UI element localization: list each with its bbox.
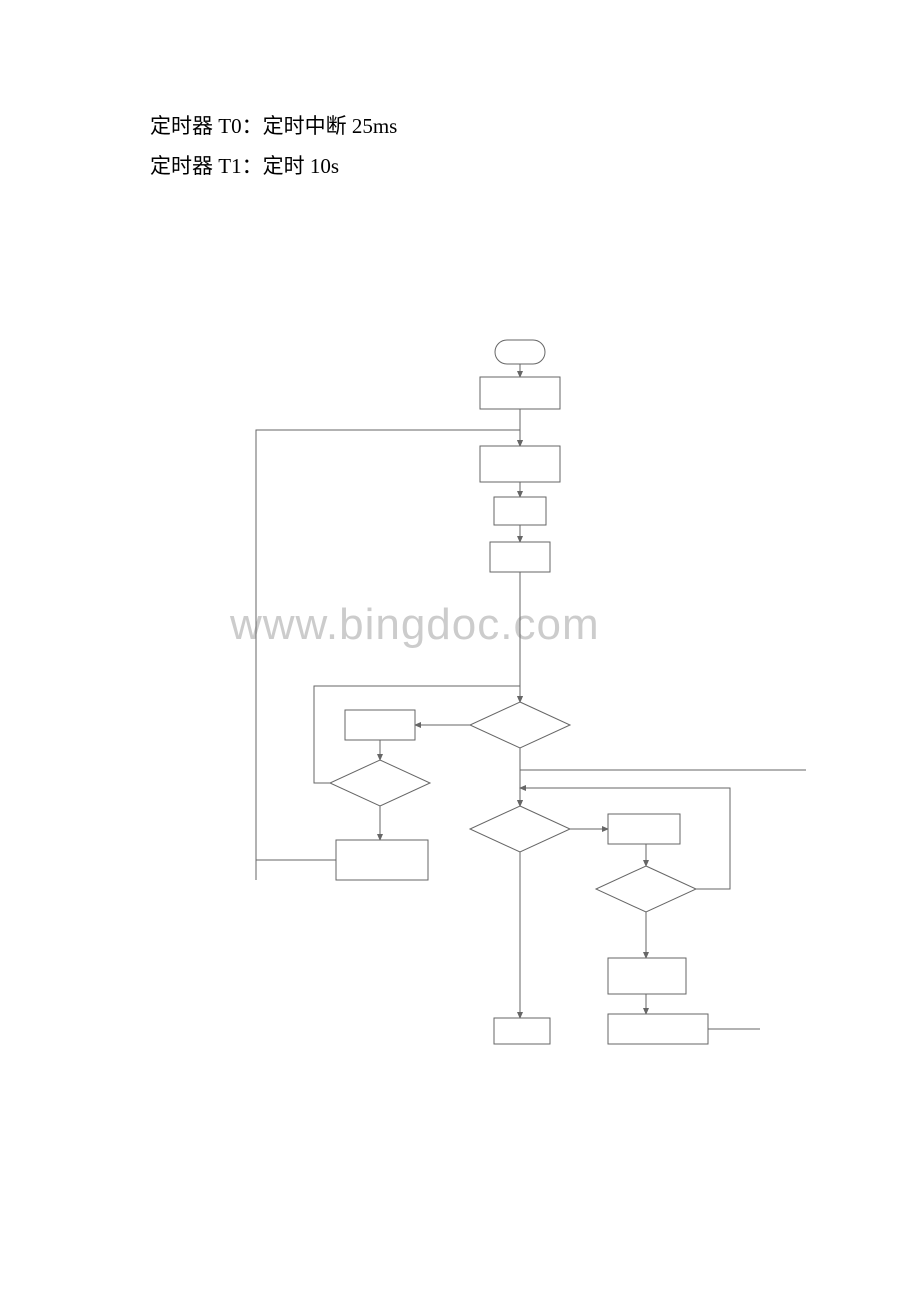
flowchart-diagram bbox=[0, 0, 920, 1302]
